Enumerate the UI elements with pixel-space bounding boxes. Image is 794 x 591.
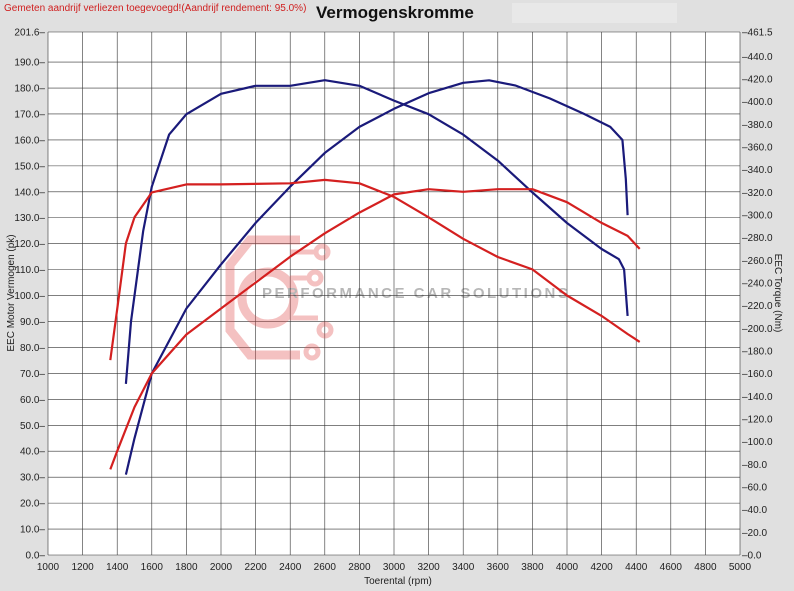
series-torque-tuned [124, 79, 629, 384]
y-tick-label: 150.0– [14, 161, 45, 172]
y-tick-label: 40.0– [20, 447, 45, 458]
x-tick-label: 1800 [175, 562, 198, 573]
drive-loss-warning: Gemeten aandrijf verliezen toegevoegd!(A… [4, 3, 307, 14]
watermark-text: PERFORMANCE CAR SOLUTIONS [262, 285, 570, 302]
y-tick-label: 80.0– [20, 343, 45, 354]
y2-tick-label: –140.0 [742, 392, 773, 403]
y-tick-label: 20.0– [20, 499, 45, 510]
y-tick-label: 180.0– [14, 84, 45, 95]
y2-tick-label: –420.0 [742, 75, 773, 86]
series-power-tuned [124, 79, 629, 475]
x-tick-label: 1600 [141, 562, 164, 573]
y-tick-label: 110.0– [15, 265, 45, 276]
y2-tick-label: –240.0 [742, 279, 773, 290]
x-tick-label: 3200 [417, 562, 440, 573]
y2-tick-label: –20.0 [742, 528, 767, 539]
x-tick-label: 4600 [660, 562, 683, 573]
x-tick-label: 2200 [244, 562, 267, 573]
grid [47, 31, 741, 556]
y2-tick-label: –60.0 [742, 483, 767, 494]
chart-title: Vermogenskromme [316, 3, 474, 22]
y-tick-label: 120.0– [14, 239, 45, 250]
y2-tick-label: –280.0 [742, 233, 773, 244]
y-tick-label: 0.0– [26, 551, 46, 562]
y-tick-label: 60.0– [20, 395, 45, 406]
y2-tick-label: –300.0 [742, 211, 773, 222]
y2-tick-label: –461.5 [742, 28, 773, 39]
x-tick-label: 1400 [106, 562, 129, 573]
y2-tick-label: –80.0 [742, 460, 767, 471]
y2-tick-label: –320.0 [742, 188, 773, 199]
y-tick-label: 201.6– [14, 28, 45, 39]
y2-tick-label: –200.0 [742, 324, 773, 335]
y-tick-label: 90.0– [20, 317, 45, 328]
x-tick-label: 2000 [210, 562, 233, 573]
y2-tick-label: –0.0 [742, 551, 762, 562]
y2-tick-label: –440.0 [742, 52, 773, 63]
series-power-stock [109, 188, 641, 470]
y2-tick-label: –40.0 [742, 505, 767, 516]
series-torque-stock [109, 178, 641, 361]
x-tick-label: 3600 [487, 562, 510, 573]
x-tick-label: 5000 [729, 562, 752, 573]
x-tick-label: 3800 [521, 562, 544, 573]
y-tick-label: 100.0– [14, 291, 45, 302]
y-tick-label: 30.0– [20, 473, 45, 484]
y2-tick-label: –400.0 [742, 97, 773, 108]
x-tick-label: 4400 [625, 562, 648, 573]
y2-tick-label: –360.0 [742, 143, 773, 154]
y-tick-label: 140.0– [14, 187, 45, 198]
x-tick-label: 2400 [279, 562, 302, 573]
y-tick-label: 190.0– [14, 58, 45, 69]
y-tick-label: 50.0– [20, 421, 45, 432]
y2-tick-label: –340.0 [742, 165, 773, 176]
y2-tick-label: –220.0 [742, 301, 773, 312]
x-tick-label: 3000 [383, 562, 406, 573]
x-tick-label: 1200 [71, 562, 94, 573]
title-box [512, 3, 677, 23]
x-axis-label: Toerental (rpm) [364, 576, 432, 587]
x-tick-label: 1000 [37, 562, 60, 573]
y-tick-label: 10.0– [20, 525, 45, 536]
y-tick-label: 70.0– [20, 369, 45, 380]
x-tick-label: 2600 [314, 562, 337, 573]
y2-tick-label: –100.0 [742, 437, 773, 448]
x-tick-label: 2800 [348, 562, 371, 573]
y-tick-label: 160.0– [14, 135, 45, 146]
y2-axis-label: EEC Torque (Nm) [772, 254, 783, 333]
y-axis-label: EEC Motor Vermogen (pk) [6, 234, 17, 351]
y2-tick-label: –160.0 [742, 369, 773, 380]
x-tick-label: 3400 [452, 562, 475, 573]
x-tick-label: 4200 [590, 562, 613, 573]
x-tick-label: 4000 [556, 562, 579, 573]
y2-tick-label: –260.0 [742, 256, 773, 267]
x-tick-label: 4800 [694, 562, 717, 573]
y2-tick-label: –380.0 [742, 120, 773, 131]
y-tick-label: 130.0– [14, 213, 45, 224]
y2-tick-label: –180.0 [742, 347, 773, 358]
y-tick-label: 170.0– [14, 109, 45, 120]
y2-tick-label: –120.0 [742, 415, 773, 426]
